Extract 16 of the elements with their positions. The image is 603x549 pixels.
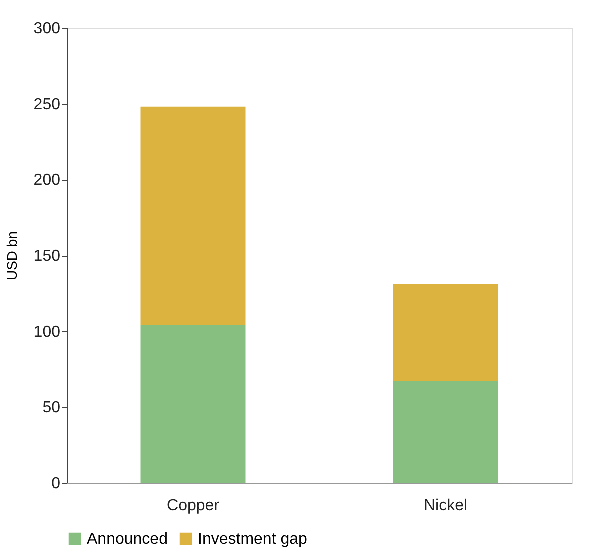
y-tick-label: 300 [34, 20, 61, 38]
y-axis-title: USD bn [4, 231, 20, 281]
bar [393, 381, 498, 483]
bar [140, 325, 246, 483]
y-tick-label: 100 [34, 324, 61, 341]
y-tick-label: 150 [34, 248, 61, 265]
y-tick-label: 250 [34, 96, 61, 114]
y-tick-label: 200 [34, 172, 61, 190]
bar [393, 284, 498, 382]
x-tick-label: Nickel [424, 498, 468, 514]
legend-label: Announced [87, 531, 168, 548]
legend-label: Investment gap [198, 531, 308, 548]
x-tick-label: Copper [167, 498, 220, 514]
y-tick-label: 0 [52, 476, 61, 492]
y-tick-label: 50 [42, 400, 61, 417]
bar [140, 106, 246, 326]
